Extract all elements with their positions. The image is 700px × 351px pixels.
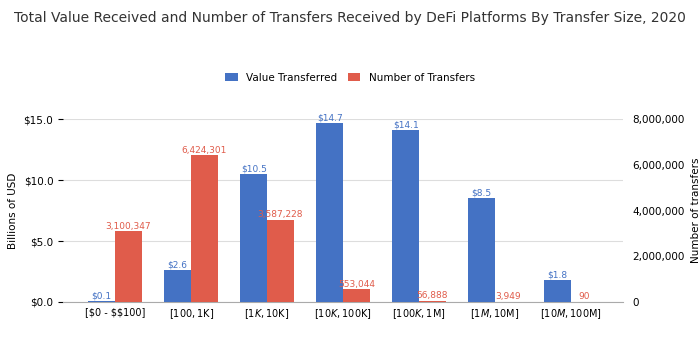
Text: $1.8: $1.8 [547, 270, 568, 279]
Bar [419, 300, 446, 302]
Text: 3,587,228: 3,587,228 [258, 210, 303, 219]
Text: 553,044: 553,044 [338, 280, 374, 289]
Text: $2.6: $2.6 [168, 260, 188, 270]
Bar [545, 280, 571, 302]
Bar [88, 301, 115, 302]
Text: $14.1: $14.1 [393, 121, 419, 130]
Legend: Value Transferred, Number of Transfers: Value Transferred, Number of Transfers [221, 68, 479, 87]
Bar [316, 123, 343, 302]
Y-axis label: Number of transfers: Number of transfers [691, 158, 700, 263]
Text: $8.5: $8.5 [472, 189, 491, 198]
Text: Total Value Received and Number of Transfers Received by DeFi Platforms By Trans: Total Value Received and Number of Trans… [14, 11, 686, 25]
Y-axis label: Billions of USD: Billions of USD [8, 172, 18, 249]
Text: $0.1: $0.1 [92, 291, 112, 300]
Bar [393, 130, 419, 302]
Text: 3,949: 3,949 [496, 292, 521, 301]
Text: 6,424,301: 6,424,301 [181, 146, 227, 155]
Bar [115, 231, 141, 302]
Text: 3,100,347: 3,100,347 [106, 221, 151, 231]
Bar [468, 198, 495, 302]
Bar [191, 155, 218, 302]
Bar [240, 174, 267, 302]
Text: 56,888: 56,888 [416, 291, 448, 300]
Bar [267, 220, 293, 302]
Text: $10.5: $10.5 [241, 165, 267, 173]
Text: 90: 90 [578, 292, 590, 301]
Text: $14.7: $14.7 [317, 113, 342, 122]
Bar [164, 270, 191, 302]
Bar [343, 289, 370, 302]
